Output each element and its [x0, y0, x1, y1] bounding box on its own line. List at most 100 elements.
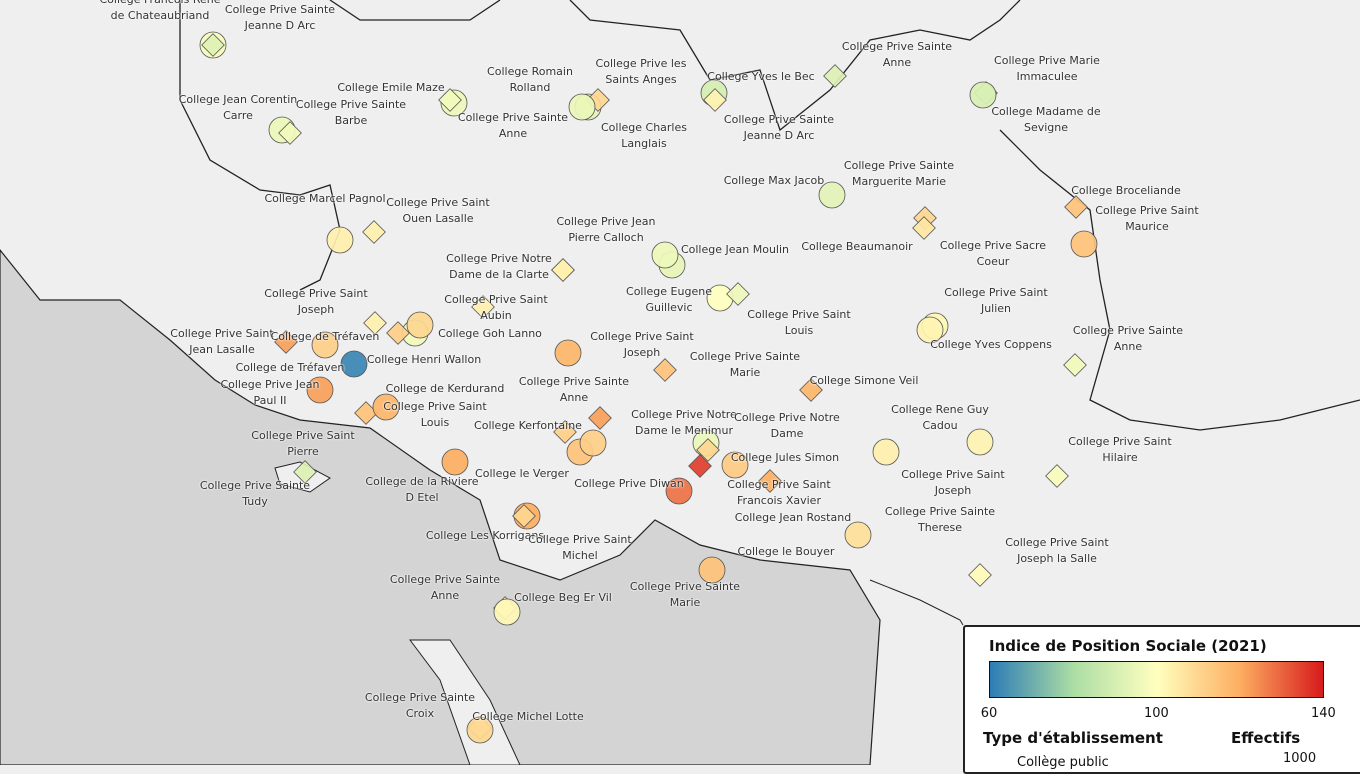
public-school [579, 429, 607, 457]
school-label: College Prive Sainte Marie [629, 580, 741, 609]
public-school [698, 556, 726, 584]
public-school [1070, 230, 1098, 258]
public-school [372, 393, 400, 421]
public-school [651, 241, 679, 269]
school-label: College Michel Lotte [472, 710, 584, 723]
public-school [969, 81, 997, 109]
private-school [363, 311, 387, 335]
private-school [278, 121, 302, 145]
school-label: College Prive Notre Dame de la Clarte [446, 252, 552, 281]
school-label: College Prive Saint Hilaire [1068, 435, 1172, 464]
boundary [869, 579, 964, 626]
public-school [844, 521, 872, 549]
school-label: College Jules Simon [730, 451, 840, 464]
school-label: College Yves le Bec [707, 70, 815, 83]
school-label: College Henri Wallon [366, 353, 482, 366]
school-label: College Prive Saint Louis [747, 308, 851, 337]
school-label: College de Tréfaven [235, 361, 345, 374]
school-label: College Prive Saint Louis [383, 400, 487, 429]
boundary [179, 0, 1360, 431]
school-label: College Prive Saint Joseph [264, 287, 368, 316]
school-label: College Prive Saint Pierre [251, 429, 355, 458]
private-school [758, 469, 782, 493]
school-label: College Romain Rolland [487, 65, 573, 94]
school-label: College Goh Lanno [438, 327, 542, 340]
private-school [703, 88, 727, 112]
public-school [493, 598, 521, 626]
school-label: College Broceliande [1071, 184, 1181, 197]
school-label: College Prive Sainte Anne [389, 573, 501, 602]
school-label: College Les Korrigans [425, 529, 545, 542]
public-label: Collège public [1017, 755, 1109, 770]
school-label: College Francois Rene de Chateaubriand [99, 0, 220, 22]
school-label: College Rene Guy Cadou [891, 403, 989, 432]
school-label: College Simone Veil [809, 374, 919, 387]
private-school [823, 64, 847, 88]
school-label: College le Verger [475, 467, 569, 480]
school-label: College Prive Saint Jean Lasalle [170, 327, 274, 356]
private-school [512, 504, 536, 528]
school-label: College Prive Jean Paul II [220, 378, 320, 407]
school-label: College Eugene Guillevic [626, 285, 712, 314]
public-school [311, 331, 339, 359]
school-label: College Prive Sainte Jeanne D Arc [224, 3, 336, 32]
school-label: College Beaumanoir [801, 240, 913, 253]
school-label: College Max Jacob [723, 174, 825, 187]
school-label: College Jean Corentin Carre [178, 93, 298, 122]
public-school [665, 477, 693, 505]
legend-tick: 140 [1311, 706, 1336, 721]
public-school [872, 438, 900, 466]
legend-title: Indice de Position Sociale (2021) [989, 637, 1267, 655]
private-school [588, 406, 612, 430]
school-label: College Prive Jean Pierre Calloch [556, 215, 656, 244]
school-label: College Prive Saint Joseph [901, 468, 1005, 497]
school-label: College Prive Saint Maurice [1095, 204, 1199, 233]
school-label: College Prive les Saints Anges [595, 57, 687, 86]
school-label: College Prive Saint Michel [528, 533, 632, 562]
public-school [721, 451, 749, 479]
private-school [274, 330, 298, 354]
school-label: College Prive Sainte Anne [1072, 324, 1184, 353]
color-bar [989, 661, 1324, 698]
school-label: College Prive Saint Aubin [444, 293, 548, 322]
size-value: 1000 [1283, 751, 1317, 766]
school-label: College Prive Sainte Barbe [295, 98, 407, 127]
public-school [568, 93, 596, 121]
private-school [354, 401, 378, 425]
public-school [340, 350, 368, 378]
school-label: College Charles Langlais [600, 121, 687, 150]
private-school [696, 438, 720, 462]
school-label: College Prive Sainte Croix [364, 691, 476, 720]
legend-tick: 100 [1144, 706, 1169, 721]
private-school [968, 563, 992, 587]
school-label: College Beg Er Vil [514, 591, 612, 604]
school-label: College Yves Coppens [930, 338, 1052, 351]
public-school [441, 448, 469, 476]
sea [0, 249, 881, 765]
school-label: College Prive Sainte Therese [884, 505, 996, 534]
school-label: College Kerfontaine [474, 419, 582, 432]
public-school [916, 316, 944, 344]
school-label: College Prive Sainte Jeanne D Arc [723, 113, 835, 142]
private-school [912, 216, 936, 240]
private-school [551, 258, 575, 282]
private-school [201, 33, 225, 57]
school-label: College Prive Sacre Coeur [939, 239, 1047, 268]
school-label: College Prive Marie Immaculee [994, 54, 1100, 83]
school-label: College Prive Sainte Tudy [199, 479, 311, 508]
school-label: College Madame de Sevigne [991, 105, 1101, 134]
private-school [362, 220, 386, 244]
private-school [653, 358, 677, 382]
school-label: College Prive Saint Julien [944, 286, 1048, 315]
school-label: College Prive Saint Ouen Lasalle [386, 196, 490, 225]
public-school [554, 339, 582, 367]
school-label: College Jean Rostand [734, 511, 852, 524]
private-school [1063, 353, 1087, 377]
public-school [466, 716, 494, 744]
school-label: College de Tréfaven [270, 330, 380, 343]
public-school [818, 181, 846, 209]
private-school [799, 378, 823, 402]
public-school [306, 376, 334, 404]
